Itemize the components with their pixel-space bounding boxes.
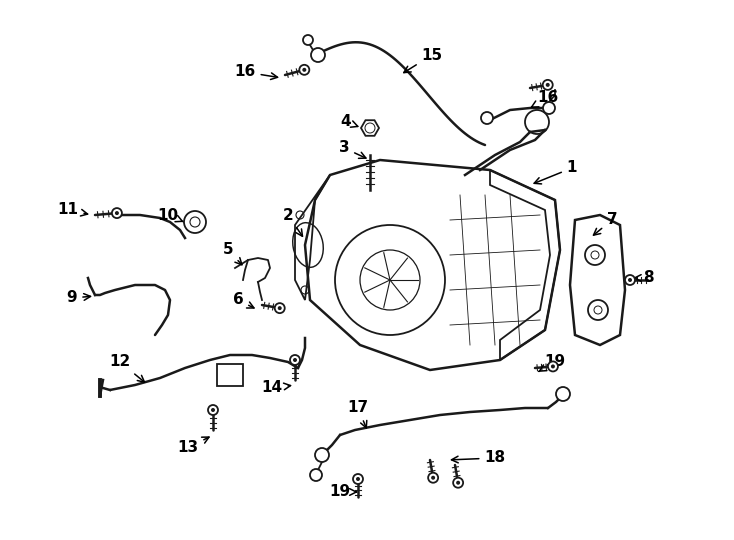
- Circle shape: [556, 387, 570, 401]
- Circle shape: [184, 211, 206, 233]
- Circle shape: [628, 278, 632, 282]
- Circle shape: [543, 102, 555, 114]
- Text: 2: 2: [283, 207, 302, 237]
- Circle shape: [275, 303, 285, 313]
- Text: 16: 16: [531, 91, 559, 107]
- Circle shape: [456, 481, 460, 485]
- Circle shape: [303, 35, 313, 45]
- Text: 19: 19: [330, 484, 357, 500]
- Circle shape: [277, 306, 282, 310]
- Text: 17: 17: [347, 401, 368, 428]
- Text: 14: 14: [261, 381, 291, 395]
- Circle shape: [545, 83, 550, 87]
- Circle shape: [211, 408, 215, 412]
- Text: 13: 13: [178, 437, 209, 456]
- Text: 12: 12: [109, 354, 145, 382]
- Text: 1: 1: [534, 160, 577, 184]
- Text: 18: 18: [451, 450, 506, 465]
- Text: 11: 11: [57, 202, 87, 218]
- Circle shape: [302, 68, 306, 72]
- Circle shape: [353, 474, 363, 484]
- Circle shape: [290, 355, 300, 365]
- Text: 3: 3: [338, 140, 366, 158]
- Circle shape: [115, 211, 119, 215]
- Text: 16: 16: [234, 64, 277, 79]
- Circle shape: [311, 48, 325, 62]
- Text: 10: 10: [157, 207, 184, 222]
- Text: 6: 6: [233, 293, 254, 308]
- Circle shape: [431, 476, 435, 480]
- Text: 5: 5: [222, 242, 242, 265]
- Circle shape: [315, 448, 329, 462]
- Text: 15: 15: [404, 48, 443, 72]
- Circle shape: [293, 358, 297, 362]
- Text: 19: 19: [539, 354, 566, 372]
- Circle shape: [551, 364, 555, 368]
- Circle shape: [299, 65, 309, 75]
- Circle shape: [208, 405, 218, 415]
- Text: 4: 4: [341, 114, 358, 130]
- Circle shape: [542, 80, 553, 90]
- Circle shape: [112, 208, 122, 218]
- Circle shape: [548, 361, 558, 372]
- Circle shape: [481, 112, 493, 124]
- Circle shape: [310, 469, 322, 481]
- Circle shape: [453, 478, 463, 488]
- Circle shape: [356, 477, 360, 481]
- Text: 8: 8: [634, 271, 653, 286]
- Text: 7: 7: [594, 213, 617, 235]
- Text: 9: 9: [67, 291, 90, 306]
- Circle shape: [428, 472, 438, 483]
- Circle shape: [625, 275, 635, 285]
